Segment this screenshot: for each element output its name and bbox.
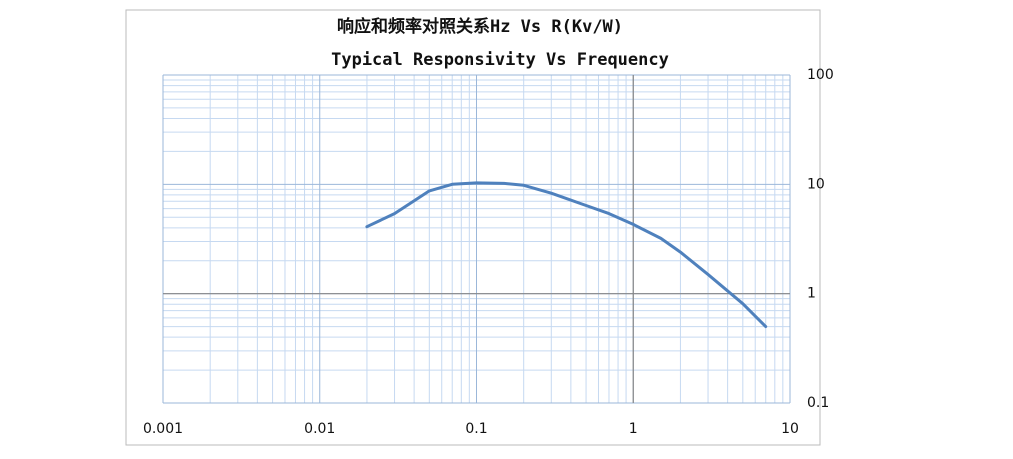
x-tick-label: 0.001 xyxy=(143,421,183,437)
x-tick-label: 1 xyxy=(629,421,638,437)
y-tick-label: 100 xyxy=(807,67,834,83)
x-tick-label: 0.1 xyxy=(465,421,487,437)
x-tick-label: 10 xyxy=(781,421,799,437)
y-tick-label: 10 xyxy=(807,176,825,192)
y-tick-label: 1 xyxy=(807,286,816,302)
data-line xyxy=(365,181,768,329)
y-tick-label: 0.1 xyxy=(807,395,829,411)
chart-title: 响应和频率对照关系Hz Vs R(Kv/W) xyxy=(337,16,623,37)
x-tick-label: 0.01 xyxy=(304,421,335,437)
chart-subtitle: Typical Responsivity Vs Frequency xyxy=(331,50,669,70)
